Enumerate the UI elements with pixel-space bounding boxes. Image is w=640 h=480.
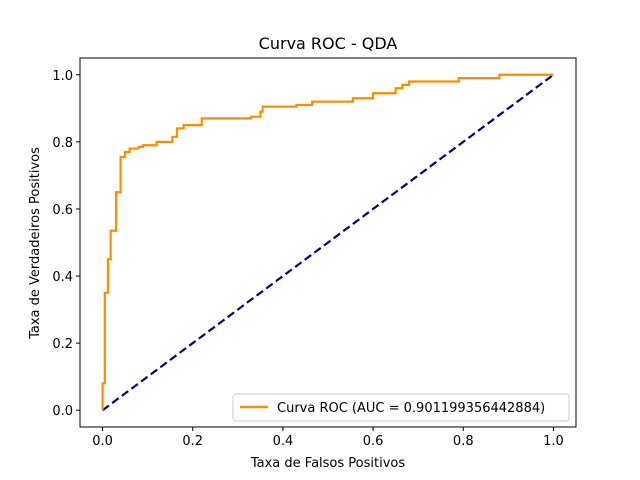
x-tick-label: 0.0 [92,434,113,449]
chart-title: Curva ROC - QDA [259,34,398,53]
legend-label: Curva ROC (AUC = 0.901199356442884) [277,401,545,416]
legend-box [232,393,570,422]
y-axis-label: Taxa de Verdadeiros Positivos [28,147,43,340]
ticks-group: 0.0 0.2 0.4 0.6 0.8 1.0 0.0 0.2 0.4 0.6 0.8 1.0 [52,69,563,449]
y-tick-label: 0.0 [52,404,73,419]
x-tick-label: 0.8 [453,434,474,449]
x-tick-label: 0.6 [363,434,384,449]
y-tick-label: 1.0 [52,69,73,84]
y-tick-label: 0.2 [52,337,73,352]
legend: Curva ROC (AUC = 0.901199356442884) [232,393,570,422]
roc-curve-line [101,73,554,411]
y-tick-label: 0.8 [52,136,73,151]
y-tick-label: 0.4 [52,270,73,285]
x-axis-label: Taxa de Falsos Positivos [250,456,405,471]
series-group [101,73,555,412]
x-tick-label: 0.4 [273,434,294,449]
x-tick-label: 1.0 [543,434,564,449]
x-tick-label: 0.2 [182,434,203,449]
y-tick-label: 0.6 [52,203,73,218]
chance-diagonal-line [101,73,555,412]
plot-frame [79,57,577,428]
